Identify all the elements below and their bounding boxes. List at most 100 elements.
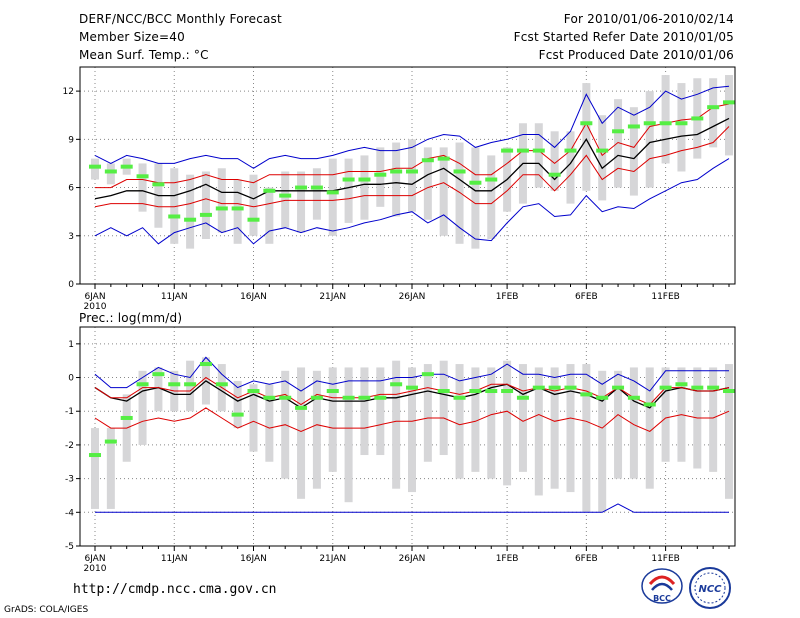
temp-ensemble-box <box>598 115 607 201</box>
prec-median-mark <box>580 392 593 397</box>
temp-ensemble-box <box>328 158 337 236</box>
temp-ensemble-box <box>614 99 623 188</box>
temp-ensemble-box <box>439 147 448 236</box>
temp-median-mark <box>437 156 450 161</box>
prec-mean-line <box>94 380 730 409</box>
temp-ensemble-box <box>725 75 733 156</box>
prec-std-upper-line <box>94 376 730 406</box>
ncc-logo-text: NCC <box>698 584 722 595</box>
bcc-logo-text: BCC <box>653 594 671 603</box>
prec-median-mark <box>707 385 720 390</box>
prec-median-mark <box>691 385 704 390</box>
prec-ensemble-box <box>344 367 353 503</box>
prec-ytick-label: -3 <box>65 475 74 485</box>
temp-median-mark <box>295 185 308 190</box>
temp-ensemble-box <box>186 174 195 249</box>
prec-ytick-label: -2 <box>65 441 74 451</box>
prec-median-mark <box>516 395 529 400</box>
temp-median-mark <box>453 169 466 174</box>
temp-ensemble-box <box>645 91 654 188</box>
temp-ensemble-box <box>661 75 670 164</box>
temp-ensemble-box <box>201 171 210 239</box>
temp-median-mark <box>580 121 593 126</box>
temp-xtick-label: 1FEB <box>496 292 519 302</box>
temp-median-mark <box>532 148 545 153</box>
prec-ensemble-box <box>154 367 163 412</box>
temp-median-mark <box>612 129 625 134</box>
temp-median-mark <box>485 177 498 182</box>
prec-median-mark <box>168 382 181 387</box>
temp-ensemble-box <box>471 147 480 249</box>
temp-xtick-label: 21JAN <box>319 292 346 302</box>
prec-ensemble-box <box>376 367 385 456</box>
temp-median-mark <box>215 206 228 211</box>
temp-median-mark <box>120 164 133 169</box>
forecast-period: For 2010/01/06-2010/02/14 <box>563 12 734 26</box>
temp-ensemble-box <box>138 163 147 212</box>
temp-median-mark <box>723 100 735 105</box>
temp-ensemble-box <box>392 142 401 217</box>
prec-xtick-label: 16JAN <box>240 554 267 564</box>
prec-median-mark <box>358 395 371 400</box>
temp-median-mark <box>627 124 640 129</box>
prec-median-mark <box>643 402 656 407</box>
prec-ensemble-box <box>360 367 369 456</box>
temp-xtick-label: 6FEB <box>575 292 598 302</box>
temp-median-mark <box>247 217 260 222</box>
prec-median-mark <box>596 395 609 400</box>
temp-ytick-label: 6 <box>68 184 74 194</box>
prec-median-mark <box>469 389 482 394</box>
source-url[interactable]: http://cmdp.ncc.cma.gov.cn <box>73 582 277 597</box>
temp-ensemble-box <box>217 168 226 233</box>
prec-ensemble-box <box>550 367 559 489</box>
prec-median-mark <box>263 395 276 400</box>
prec-ytick-label: 1 <box>68 340 74 350</box>
prec-median-mark <box>89 453 101 458</box>
prec-xtick-label: 11JAN <box>161 554 188 564</box>
temp-ensemble-box <box>91 158 99 180</box>
prec-ensemble-box <box>392 360 401 489</box>
temp-ensemble-box <box>376 147 385 207</box>
prec-median-mark <box>326 389 339 394</box>
prec-ytick-label: 0 <box>68 374 74 384</box>
prec-ensemble-box <box>439 360 448 456</box>
prec-xtick-label: 26JAN <box>399 554 426 564</box>
temp-median-mark <box>168 214 181 219</box>
prec-median-mark <box>612 385 625 390</box>
temp-median-mark <box>199 212 212 217</box>
temp-ensemble-box <box>709 78 718 148</box>
prec-ensemble-box <box>423 364 432 462</box>
prec-median-mark <box>564 385 577 390</box>
prec-median-mark <box>136 382 149 387</box>
precip-panel-title: Prec.: log(mm/d) <box>79 311 183 325</box>
temp-median-mark <box>390 169 403 174</box>
temp-xtick-label: 6JAN <box>84 292 105 302</box>
temp-median-mark <box>707 105 720 110</box>
prec-median-mark <box>675 382 688 387</box>
grads-credit: GrADS: COLA/IGES <box>4 605 89 615</box>
prec-ensemble-box <box>725 364 733 499</box>
prec-std-lower-line <box>94 407 730 432</box>
prec-median-mark <box>453 395 466 400</box>
prec-ensemble-box <box>249 384 258 452</box>
prec-median-mark <box>659 385 672 390</box>
prec-ensemble-box <box>91 428 99 509</box>
temp-median-mark <box>263 188 276 193</box>
temp-ensemble-box <box>297 171 306 233</box>
temp-median-mark <box>342 177 355 182</box>
prec-ensemble-box <box>265 384 274 462</box>
temp-median-mark <box>659 121 672 126</box>
forecast-produced-date: Fcst Produced Date 2010/01/06 <box>538 48 734 62</box>
forecast-started-date: Fcst Started Refer Date 2010/01/05 <box>513 30 734 44</box>
prec-ensemble-box <box>598 370 607 513</box>
prec-median-mark <box>406 385 418 390</box>
temp-median-mark <box>89 164 101 169</box>
prec-ensemble-box <box>487 367 496 479</box>
temp-ensemble-box <box>677 83 686 172</box>
prec-median-mark <box>723 389 735 394</box>
prec-ensemble-box <box>408 367 416 493</box>
temp-median-mark <box>152 182 165 187</box>
variable-label: Mean Surf. Temp.: °C <box>79 48 209 62</box>
temp-median-mark <box>374 172 387 177</box>
prec-median-mark <box>104 439 117 444</box>
